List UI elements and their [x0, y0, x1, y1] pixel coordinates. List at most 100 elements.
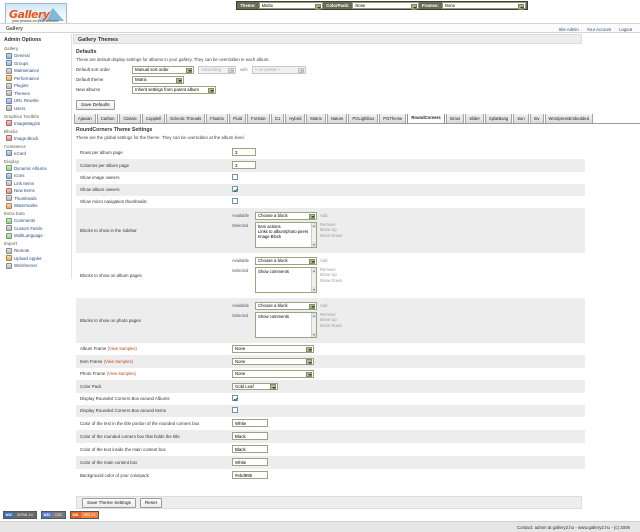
tab-matrix[interactable]: Matrix: [306, 113, 326, 123]
colorpack-select[interactable]: None: [352, 2, 419, 10]
sidebar-item-thumbnails[interactable]: Thumbnails: [6, 195, 68, 202]
sidebar-item-ecard[interactable]: eCard: [6, 150, 68, 157]
rounded-items-checkbox[interactable]: [232, 407, 238, 413]
new-albums-select[interactable]: Inherit settings from parent album: [132, 86, 216, 94]
blocks-photo-move-up-button[interactable]: Move Up: [320, 317, 337, 323]
sidebar-item-icons[interactable]: Icons: [6, 172, 68, 179]
blocks-album-selected-list[interactable]: Show comments: [255, 267, 317, 293]
tab-splatbang[interactable]: SplatBang: [484, 113, 513, 123]
link-your-account[interactable]: Your Account: [586, 26, 612, 32]
blocks-sidebar-move-up-button[interactable]: Move Up: [320, 227, 337, 233]
blocks-photo-available-select[interactable]: Choose a block: [255, 302, 317, 310]
tab-cupplefi[interactable]: Cupplefi: [141, 113, 166, 123]
tab-nature[interactable]: Nature: [326, 113, 348, 123]
show-album-owners-checkbox[interactable]: [232, 186, 238, 192]
color-pack-select[interactable]: Gold Leaf: [232, 382, 278, 390]
show-micro-nav-checkbox[interactable]: [232, 198, 238, 204]
scroll-up-icon[interactable]: [312, 223, 316, 228]
tab-slider[interactable]: Slider: [465, 113, 484, 123]
blocks-photo-remove-button[interactable]: Remove: [320, 312, 336, 317]
tab-siv[interactable]: Siv: [529, 113, 544, 123]
sidebar-item-maintenance[interactable]: Maintenance: [6, 67, 68, 74]
list-item[interactable]: Show comments: [258, 269, 289, 274]
blocks-sidebar-move-down-button[interactable]: Move Down: [320, 232, 343, 238]
color-background-input[interactable]: #ebd895: [232, 471, 268, 479]
link-logout[interactable]: Logout: [619, 26, 632, 32]
sidebar-item-web-server[interactable]: Web/Server: [6, 262, 68, 269]
blocks-album-add-button[interactable]: Add: [320, 258, 328, 263]
album-frame-view-samples-link[interactable]: (View Samples): [107, 346, 137, 352]
blocks-sidebar-selected-list[interactable]: Item actions Links to album/photo peers …: [255, 222, 317, 248]
theme-select[interactable]: Matrix: [258, 2, 324, 10]
badge-css[interactable]: W3C CSS: [41, 511, 66, 519]
tab-hybrid[interactable]: Hybrid: [285, 113, 306, 123]
sidebar-item-new-items[interactable]: New Items: [6, 187, 68, 194]
blocks-album-move-up-button[interactable]: Move Up: [320, 272, 337, 278]
tab-wordpressembedded[interactable]: WordpressEmbedded: [544, 113, 593, 123]
frames-select[interactable]: None: [441, 2, 526, 10]
sidebar-item-link-items[interactable]: Link Items: [6, 180, 68, 187]
sort-preset-select[interactable]: « no preset »: [251, 66, 306, 74]
tab-pglightbox[interactable]: PGLightbox: [348, 113, 379, 123]
tab-forsale[interactable]: ForSale: [247, 113, 270, 123]
sidebar-item-plugins[interactable]: Plugins: [6, 82, 68, 89]
color-title-text-input[interactable]: White: [232, 419, 268, 427]
sidebar-item-url-rewrite[interactable]: URL Rewrite: [6, 97, 68, 104]
scroll-down-icon[interactable]: [312, 242, 316, 247]
list-item[interactable]: Image Block: [258, 234, 282, 240]
blocks-photo-add-button[interactable]: Add: [320, 303, 328, 308]
photo-frame-select[interactable]: None: [232, 370, 314, 378]
sort-direction-select[interactable]: Ascending: [198, 66, 236, 74]
rounded-albums-checkbox[interactable]: [232, 395, 238, 401]
save-defaults-button[interactable]: Save Defaults: [76, 99, 115, 110]
scrollbar[interactable]: [311, 313, 316, 337]
default-theme-select[interactable]: Matrix: [132, 76, 184, 84]
tab-fluid[interactable]: Fluid: [228, 113, 247, 123]
tab-sirius[interactable]: Sirius: [445, 113, 465, 123]
badge-xhtml[interactable]: W3C XHTML 1.0: [3, 511, 38, 519]
tab-roundcorners[interactable]: RoundCorners: [407, 113, 445, 123]
blocks-sidebar-available-select[interactable]: Choose a block: [255, 212, 317, 220]
sidebar-item-imagemagick[interactable]: ImageMagick: [6, 120, 68, 127]
blocks-photo-selected-list[interactable]: Show comments: [255, 312, 317, 338]
show-image-owners-checkbox[interactable]: [232, 174, 238, 180]
album-frame-select[interactable]: None: [232, 345, 314, 353]
sidebar-item-dynamic-albums[interactable]: Dynamic Albums: [6, 165, 68, 172]
item-frame-select[interactable]: None: [232, 357, 314, 365]
sidebar-item-general[interactable]: General: [6, 52, 68, 59]
default-sort-order-select[interactable]: Manual sort order: [132, 66, 194, 74]
breadcrumb[interactable]: Gallery: [6, 26, 23, 32]
cols-per-page-input[interactable]: 3: [232, 161, 256, 169]
reset-button[interactable]: Reset: [139, 497, 162, 508]
sidebar-item-themes[interactable]: Themes: [6, 90, 68, 97]
color-content-box-input[interactable]: White: [232, 458, 268, 466]
tab-floatrix[interactable]: Floatrix: [206, 113, 228, 123]
sidebar-item-groups[interactable]: Groups: [6, 60, 68, 67]
tab-sun[interactable]: Sun: [513, 113, 529, 123]
blocks-album-available-select[interactable]: Choose a block: [255, 257, 317, 265]
list-item[interactable]: Links to album/photo peers: [258, 229, 309, 235]
list-item[interactable]: Item actions: [258, 224, 281, 229]
color-title-box-input[interactable]: Black: [232, 432, 268, 440]
tab-pgtheme[interactable]: PGTheme: [379, 113, 407, 123]
blocks-photo-move-down-button[interactable]: Move Down: [320, 322, 343, 328]
tab-classic[interactable]: Classic: [119, 113, 141, 123]
sidebar-item-watermarks[interactable]: Watermarks: [6, 202, 68, 209]
scroll-down-icon[interactable]: [312, 287, 316, 292]
scrollbar[interactable]: [311, 268, 316, 292]
photo-frame-view-samples-link[interactable]: (View Samples): [106, 371, 136, 377]
sidebar-item-upload-applet[interactable]: Upload Applet: [6, 255, 68, 262]
sidebar-item-multilanguage[interactable]: MultiLanguage: [6, 232, 68, 239]
scroll-up-icon[interactable]: [312, 268, 316, 273]
sidebar-item-comments[interactable]: Comments: [6, 217, 68, 224]
tab-ajaxian[interactable]: Ajaxian: [74, 113, 96, 123]
blocks-sidebar-add-button[interactable]: Add: [320, 213, 328, 218]
tab-g1[interactable]: G1: [270, 113, 285, 123]
blocks-sidebar-remove-button[interactable]: Remove: [320, 222, 336, 227]
scrollbar[interactable]: [311, 223, 316, 247]
scroll-down-icon[interactable]: [312, 332, 316, 337]
sidebar-item-custom-fields[interactable]: Custom Fields: [6, 225, 68, 232]
sidebar-item-image-block[interactable]: Image Block: [6, 135, 68, 142]
color-content-text-input[interactable]: Black: [232, 445, 268, 453]
sidebar-item-users[interactable]: Users: [6, 105, 68, 112]
